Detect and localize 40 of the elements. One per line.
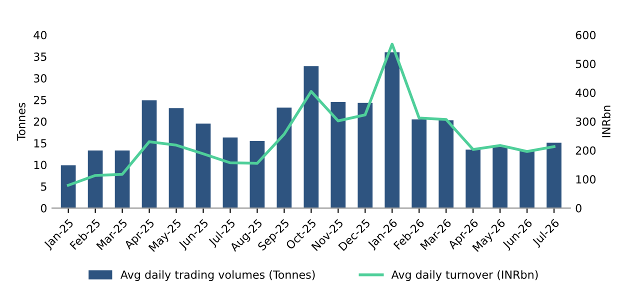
y2-tick-label: 200 — [576, 146, 596, 155]
y-tick-label: 35 — [34, 52, 46, 61]
legend-label: Avg daily turnover (INRbn) — [391, 270, 538, 281]
bar — [412, 119, 427, 208]
bar — [222, 138, 238, 208]
y2-axis-title: INRbn — [602, 106, 610, 138]
bar — [520, 150, 534, 208]
y2-tick-label: 400 — [576, 88, 596, 98]
bar — [330, 102, 346, 208]
y-tick-label: 0 — [40, 204, 47, 212]
bar — [276, 108, 292, 208]
y-tick-label: 25 — [34, 96, 46, 104]
y-tick-label: 15 — [34, 139, 46, 148]
bar — [492, 147, 508, 208]
y-axis-title: Tonnes — [17, 102, 26, 141]
y-tick-label: 5 — [41, 182, 46, 191]
line-series — [66, 42, 556, 187]
bar — [384, 52, 400, 208]
bar — [438, 120, 454, 208]
bar — [546, 142, 562, 208]
y2-tick-label: 300 — [576, 117, 596, 126]
y-tick-label: 40 — [34, 30, 47, 40]
bar — [88, 150, 103, 208]
bar — [60, 165, 76, 208]
y2-tick-label: 500 — [576, 60, 596, 68]
bar — [142, 100, 157, 208]
bar — [250, 140, 265, 208]
bar — [466, 150, 480, 208]
y2-tick-label: 0 — [576, 204, 582, 212]
bar — [196, 124, 211, 208]
legend-label: Avg daily trading volumes (Tonnes) — [120, 270, 315, 281]
y-tick-label: 30 — [34, 74, 47, 83]
bar — [114, 150, 130, 208]
y2-tick-label: 600 — [576, 30, 596, 40]
bar — [304, 66, 319, 208]
y-tick-label: 20 — [34, 117, 47, 126]
bar — [358, 102, 373, 208]
y2-tick-label: 100 — [576, 175, 596, 184]
y-tick-label: 10 — [34, 160, 47, 170]
bar — [168, 108, 184, 208]
